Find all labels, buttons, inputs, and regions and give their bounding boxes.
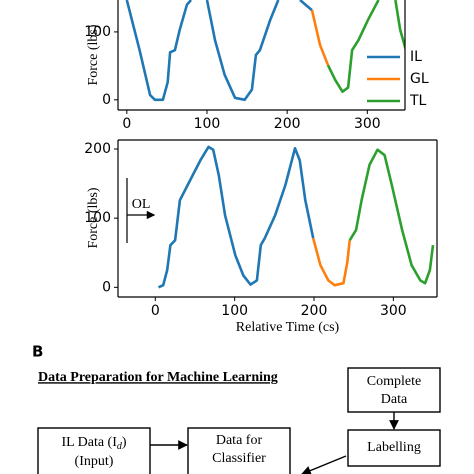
legend-label: TL <box>409 93 427 109</box>
x-tick-label: 300 <box>380 303 407 319</box>
classifier-box <box>187 427 291 474</box>
arrow <box>301 455 347 474</box>
il-text: IL Data (Id) <box>61 435 126 452</box>
x-tick-label: 0 <box>122 116 131 132</box>
legend-label: GL <box>410 71 429 87</box>
y-tick-label: 0 <box>102 279 111 295</box>
il-text-sub: d <box>117 441 123 452</box>
classifier-text: Classifier <box>212 451 266 466</box>
x-tick-label: 300 <box>354 116 381 132</box>
panel-label: B <box>32 343 43 361</box>
annotation: OL <box>132 197 151 212</box>
data-line <box>311 237 351 287</box>
x-tick-label: 200 <box>274 116 301 132</box>
complete-box <box>347 367 441 413</box>
complete-text: Complete <box>367 374 421 389</box>
labelling-text: Labelling <box>367 440 421 455</box>
diagram-title: Data Preparation for Machine Learning <box>38 370 278 385</box>
y-axis-label: Force (lbs) <box>86 187 101 248</box>
y-axis-label: Force (lbs) <box>86 24 101 85</box>
x-tick-label: 100 <box>194 116 221 132</box>
il-text-main: IL Data (I <box>61 435 117 450</box>
labelling-box <box>347 429 441 467</box>
data-line <box>326 0 405 93</box>
y-tick-label: 200 <box>84 141 111 157</box>
il-text: (Input) <box>75 454 114 469</box>
classifier-text: Data for <box>216 433 263 448</box>
x-axis-label: Relative Time (cs) <box>236 320 340 335</box>
x-tick-label: 100 <box>221 303 248 319</box>
chart: 0 100 200 300 0 100 200 Force (lbs) Relative Tim… <box>84 139 438 335</box>
y-tick-label: 100 <box>84 210 111 226</box>
legend-label: IL <box>410 49 422 65</box>
data-line <box>348 148 435 285</box>
il-text-close: ) <box>122 435 127 450</box>
complete-text: Data <box>381 392 408 407</box>
data-line <box>125 0 313 102</box>
data-line <box>157 145 315 289</box>
il-box <box>37 427 151 474</box>
x-tick-label: 0 <box>151 303 160 319</box>
data-line <box>310 9 330 66</box>
y-tick-label: 100 <box>84 24 111 40</box>
y-tick-label: 0 <box>102 92 111 108</box>
x-tick-label: 200 <box>301 303 328 319</box>
